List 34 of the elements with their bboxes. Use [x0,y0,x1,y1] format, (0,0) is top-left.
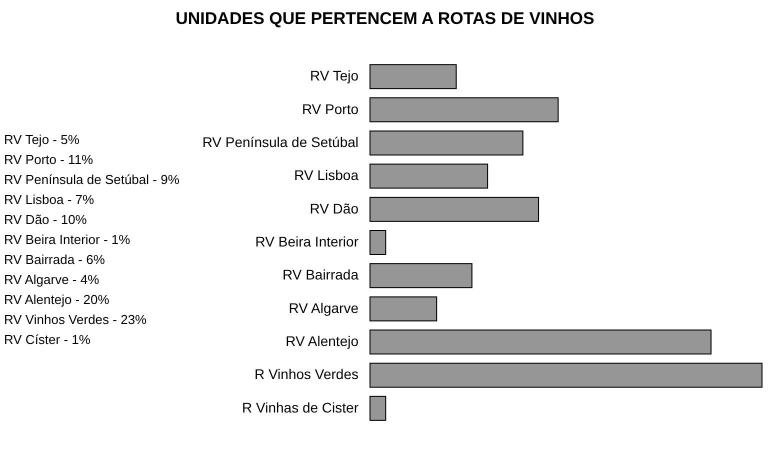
y-tick-label: RV Dão [310,200,359,216]
bar [370,230,386,255]
y-tick-label: RV Lisboa [294,167,359,184]
y-tick-label: R Vinhos Verdes [254,366,358,382]
bar [370,396,386,421]
text: RV Tejo - 5% [4,132,80,147]
text: RV Algarve - 4% [4,272,100,287]
bar [370,130,524,156]
y-tick-label: RV Bairrada [282,266,359,283]
text: RV Beira Interior - 1% [4,232,131,247]
text: RV Alentejo - 20% [4,292,110,307]
bar [370,362,762,388]
y-tick-label: RV Tejo [310,68,359,84]
bar [370,196,540,222]
bar [370,330,712,355]
bar [370,263,472,288]
y-tick-label: RV Beira Interior [255,234,359,250]
text: RV Lisboa - 7% [4,192,95,207]
y-tick-label: RV Alentejo [286,333,359,350]
text: RV Vinhos Verdes - 23% [4,312,148,327]
y-tick-label: R Vinhas de Cister [242,399,359,416]
bar [370,97,559,122]
y-tick-label: RV Algarve [288,300,359,316]
bar [370,164,488,189]
bar [370,296,438,322]
y-tick-label: RV Porto [302,100,359,117]
text: RV Císter - 1% [4,332,91,347]
text: RV Bairrada - 6% [4,252,106,267]
text: RV Península de Setúbal - 9% [4,172,180,187]
chart-title: UNIDADES QUE PERTENCEM A ROTAS DE VINHOS [176,9,594,28]
bar [370,64,457,90]
text: RV Porto - 11% [4,152,94,167]
text: RV Dão - 10% [4,212,88,227]
y-tick-label: RV Península de Setúbal [202,134,358,150]
